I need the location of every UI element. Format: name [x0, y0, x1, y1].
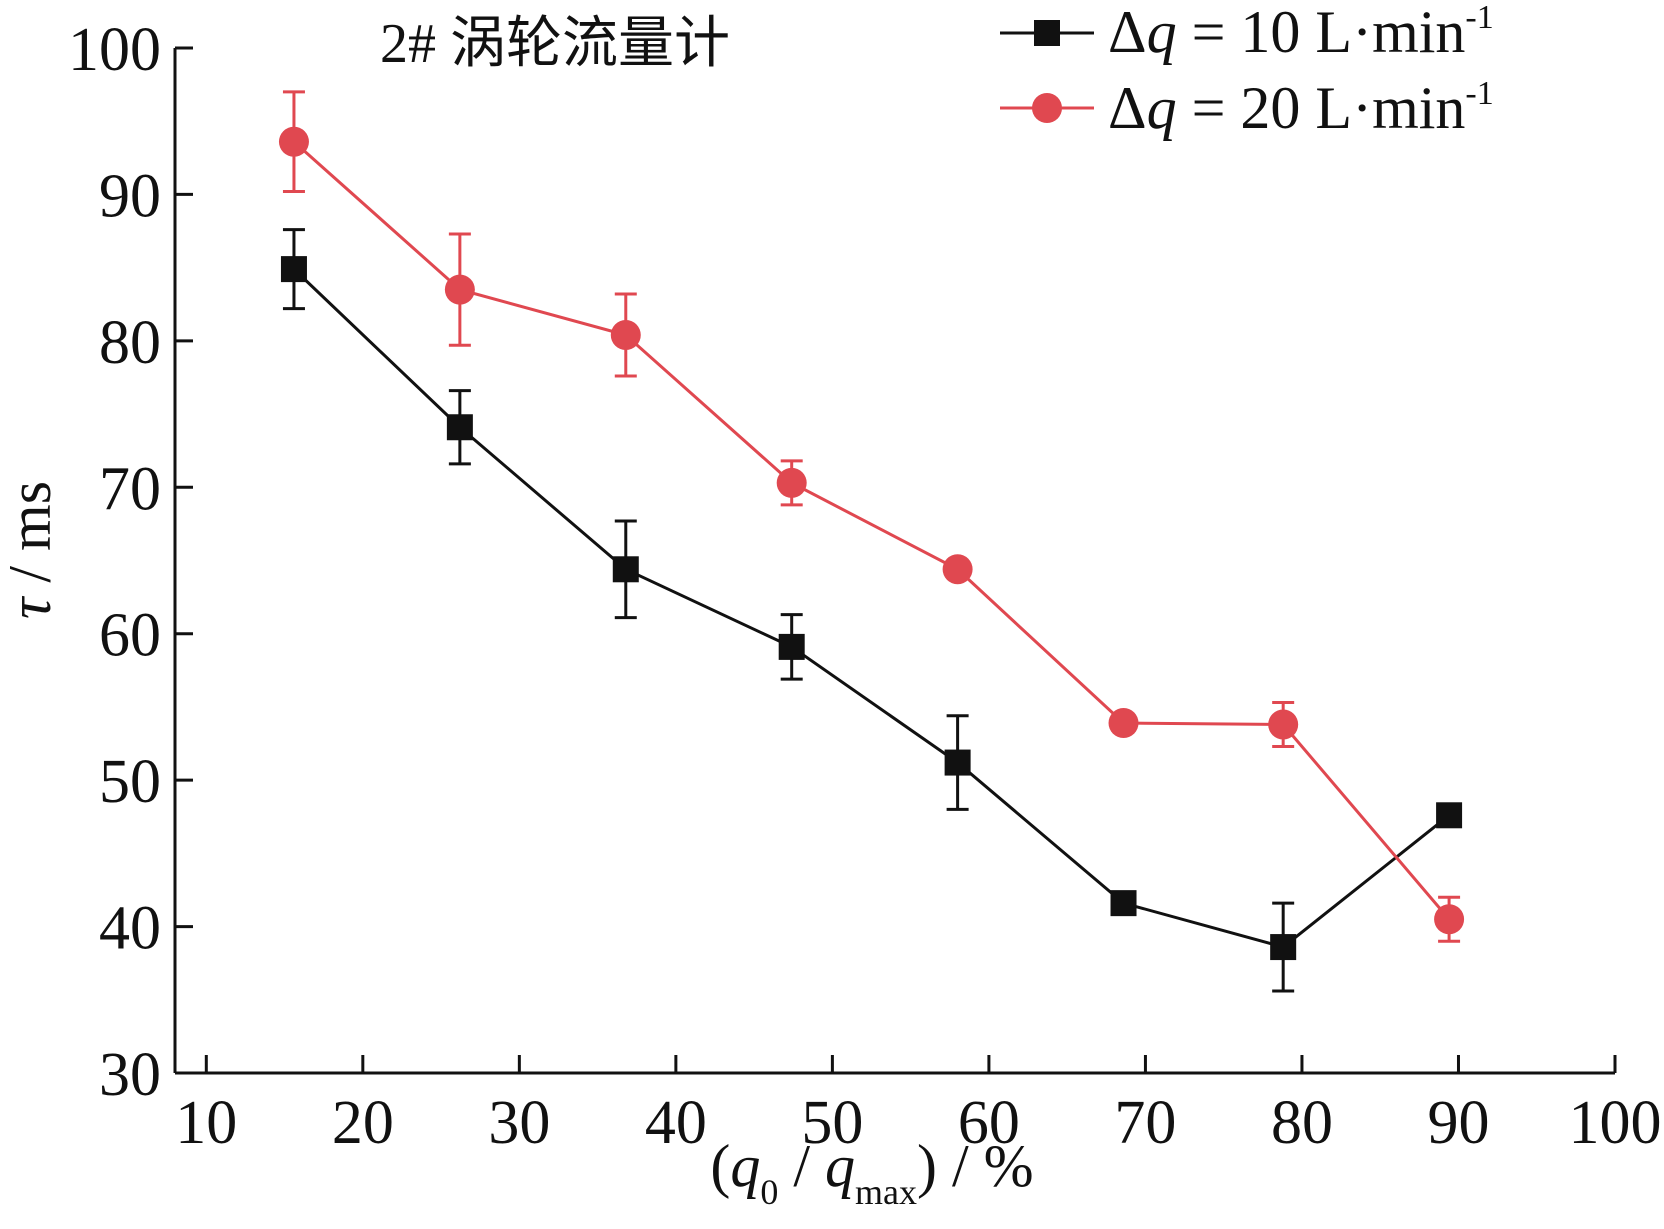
- x-axis-title: (q0 / qmax) / %: [710, 1133, 1033, 1212]
- data-point: [1434, 904, 1465, 935]
- series-1-line: [292, 268, 1451, 949]
- y-axis-title: τ / ms: [0, 481, 63, 619]
- y-tick-label: 30: [99, 1041, 161, 1109]
- x-tick-label: 70: [1114, 1089, 1176, 1157]
- legend-item-series-2: Δq = 20 L·min-1: [1000, 75, 1494, 141]
- legend: Δq = 10 L·min-1 Δq = 20 L·min-1: [1000, 0, 1494, 141]
- x-tick-label: 40: [645, 1089, 707, 1157]
- data-point: [944, 749, 971, 776]
- y-tick-label: 90: [99, 162, 161, 230]
- data-point: [776, 467, 807, 498]
- data-point: [444, 274, 475, 305]
- x-tick-label: 10: [175, 1089, 237, 1157]
- legend-marker-series-2: [1032, 93, 1062, 123]
- series-2: [278, 90, 1465, 943]
- x-tick-label: 30: [488, 1089, 550, 1157]
- data-point: [1270, 934, 1297, 961]
- y-tick-label: 60: [99, 602, 161, 670]
- data-point: [278, 126, 309, 157]
- y-tick-label: 40: [99, 895, 161, 963]
- y-tick-label: 80: [99, 309, 161, 377]
- series-2-line: [292, 140, 1451, 921]
- data-point: [1268, 709, 1299, 740]
- y-tick-label: 50: [99, 748, 161, 816]
- series-1: [280, 228, 1463, 993]
- x-tick-label: 60: [958, 1089, 1020, 1157]
- series-layer: [278, 90, 1465, 993]
- y-tick-label: 70: [99, 455, 161, 523]
- legend-item-series-1: Δq = 10 L·min-1: [1000, 0, 1494, 65]
- data-point: [778, 633, 805, 660]
- axes: 10 20 30 40 50 60 70 80 90 100 30 40 50 60 70 80 90 100: [68, 16, 1662, 1157]
- data-point: [1110, 890, 1137, 917]
- data-point: [446, 414, 473, 441]
- y-tick-label: 100: [68, 16, 161, 84]
- legend-marker-series-1: [1034, 20, 1060, 46]
- x-tick-label: 80: [1271, 1089, 1333, 1157]
- data-point: [942, 554, 973, 585]
- data-point: [1436, 802, 1463, 829]
- x-tick-label: 20: [332, 1089, 394, 1157]
- x-tick-label: 50: [801, 1089, 863, 1157]
- chart-title: 2# 涡轮流量计: [380, 13, 730, 75]
- legend-label-series-1: Δq = 10 L·min-1: [1108, 0, 1494, 65]
- data-point: [610, 320, 641, 350]
- data-point: [612, 556, 639, 583]
- data-point: [280, 256, 307, 283]
- data-point: [1108, 708, 1139, 739]
- x-tick-label: 90: [1427, 1089, 1489, 1157]
- legend-label-series-2: Δq = 20 L·min-1: [1108, 75, 1494, 141]
- x-tick-label: 100: [1569, 1089, 1662, 1157]
